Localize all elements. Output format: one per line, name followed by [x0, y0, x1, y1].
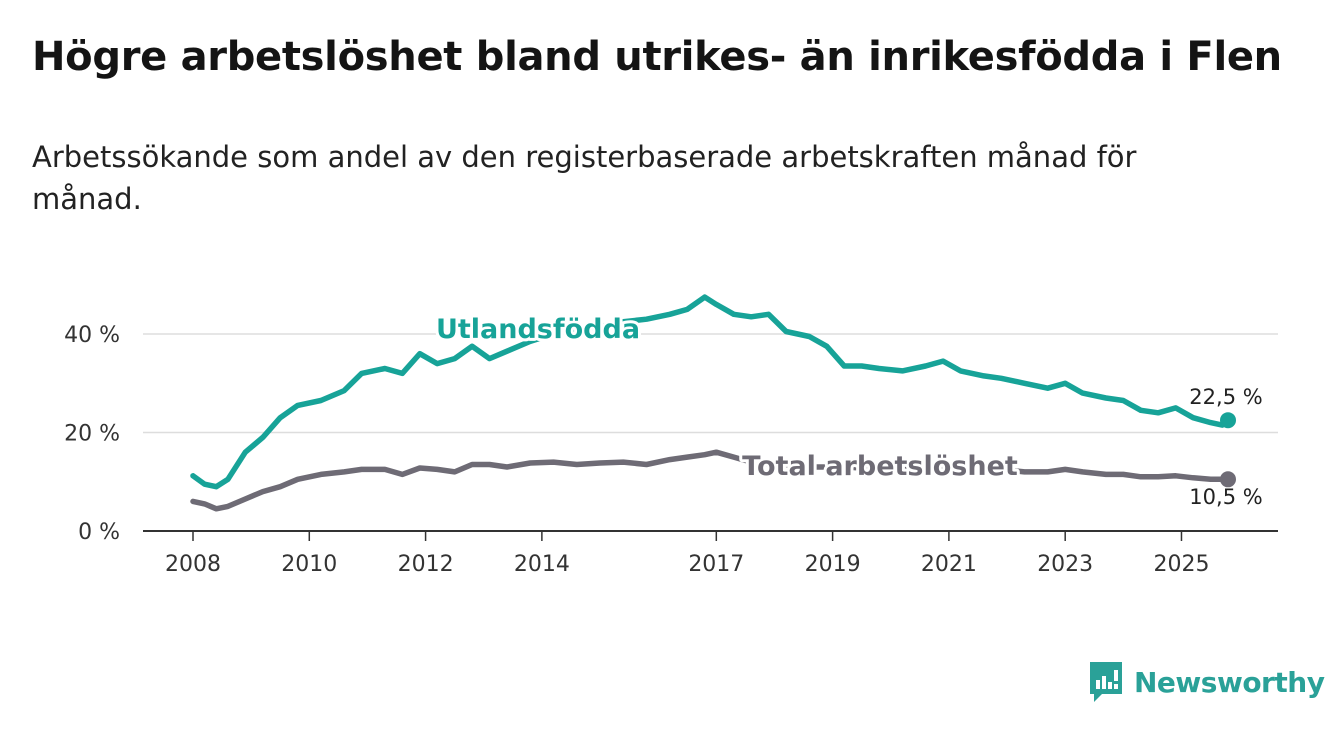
chart-subtitle: Arbetssökande som andel av den registerb…: [32, 140, 1137, 216]
brand-name: Newsworthy: [1134, 665, 1325, 699]
x-tick-label: 2025: [1153, 552, 1209, 577]
y-tick-label: 40 %: [64, 323, 120, 348]
y-tick-label: 20 %: [64, 422, 120, 447]
x-tick-label: 2017: [688, 552, 744, 577]
series-label-total: Total arbetslöshet: [742, 451, 1018, 482]
series-line-total: [190, 449, 1231, 512]
x-tick-label: 2019: [805, 552, 861, 577]
x-tick-label: 2010: [281, 552, 337, 577]
axes: 0 % 20 % 40 % 2008 2010 2012 2014 2017 2019 2021 2…: [64, 323, 1278, 577]
series-lines: [190, 294, 1236, 512]
x-tick-label: 2008: [165, 552, 221, 577]
x-tick-label: 2014: [514, 552, 570, 577]
end-label-utlandsfodda: 22,5 %: [1189, 385, 1262, 409]
end-point-utlandsfodda: [1220, 412, 1236, 429]
x-tick-label: 2012: [398, 552, 454, 577]
chart-title: Högre arbetslöshet bland utrikes- än inr…: [32, 34, 1282, 80]
series-label-utlandsfodda: Utlandsfödda: [436, 314, 640, 345]
newsworthy-logo-icon: [1090, 662, 1122, 702]
newsworthy-brand[interactable]: Newsworthy: [1088, 660, 1325, 704]
gridlines: [143, 333, 1278, 434]
x-tick-label: 2021: [921, 552, 977, 577]
series-labels: Utlandsfödda Total arbetslöshet 22,5 % 10,5…: [433, 311, 1263, 509]
series-line-utlandsfodda: [190, 294, 1231, 490]
x-tick-label: 2023: [1037, 552, 1093, 577]
end-label-total: 10,5 %: [1189, 485, 1262, 509]
y-tick-label: 0 %: [78, 520, 120, 545]
end-point-total: [1220, 471, 1236, 488]
